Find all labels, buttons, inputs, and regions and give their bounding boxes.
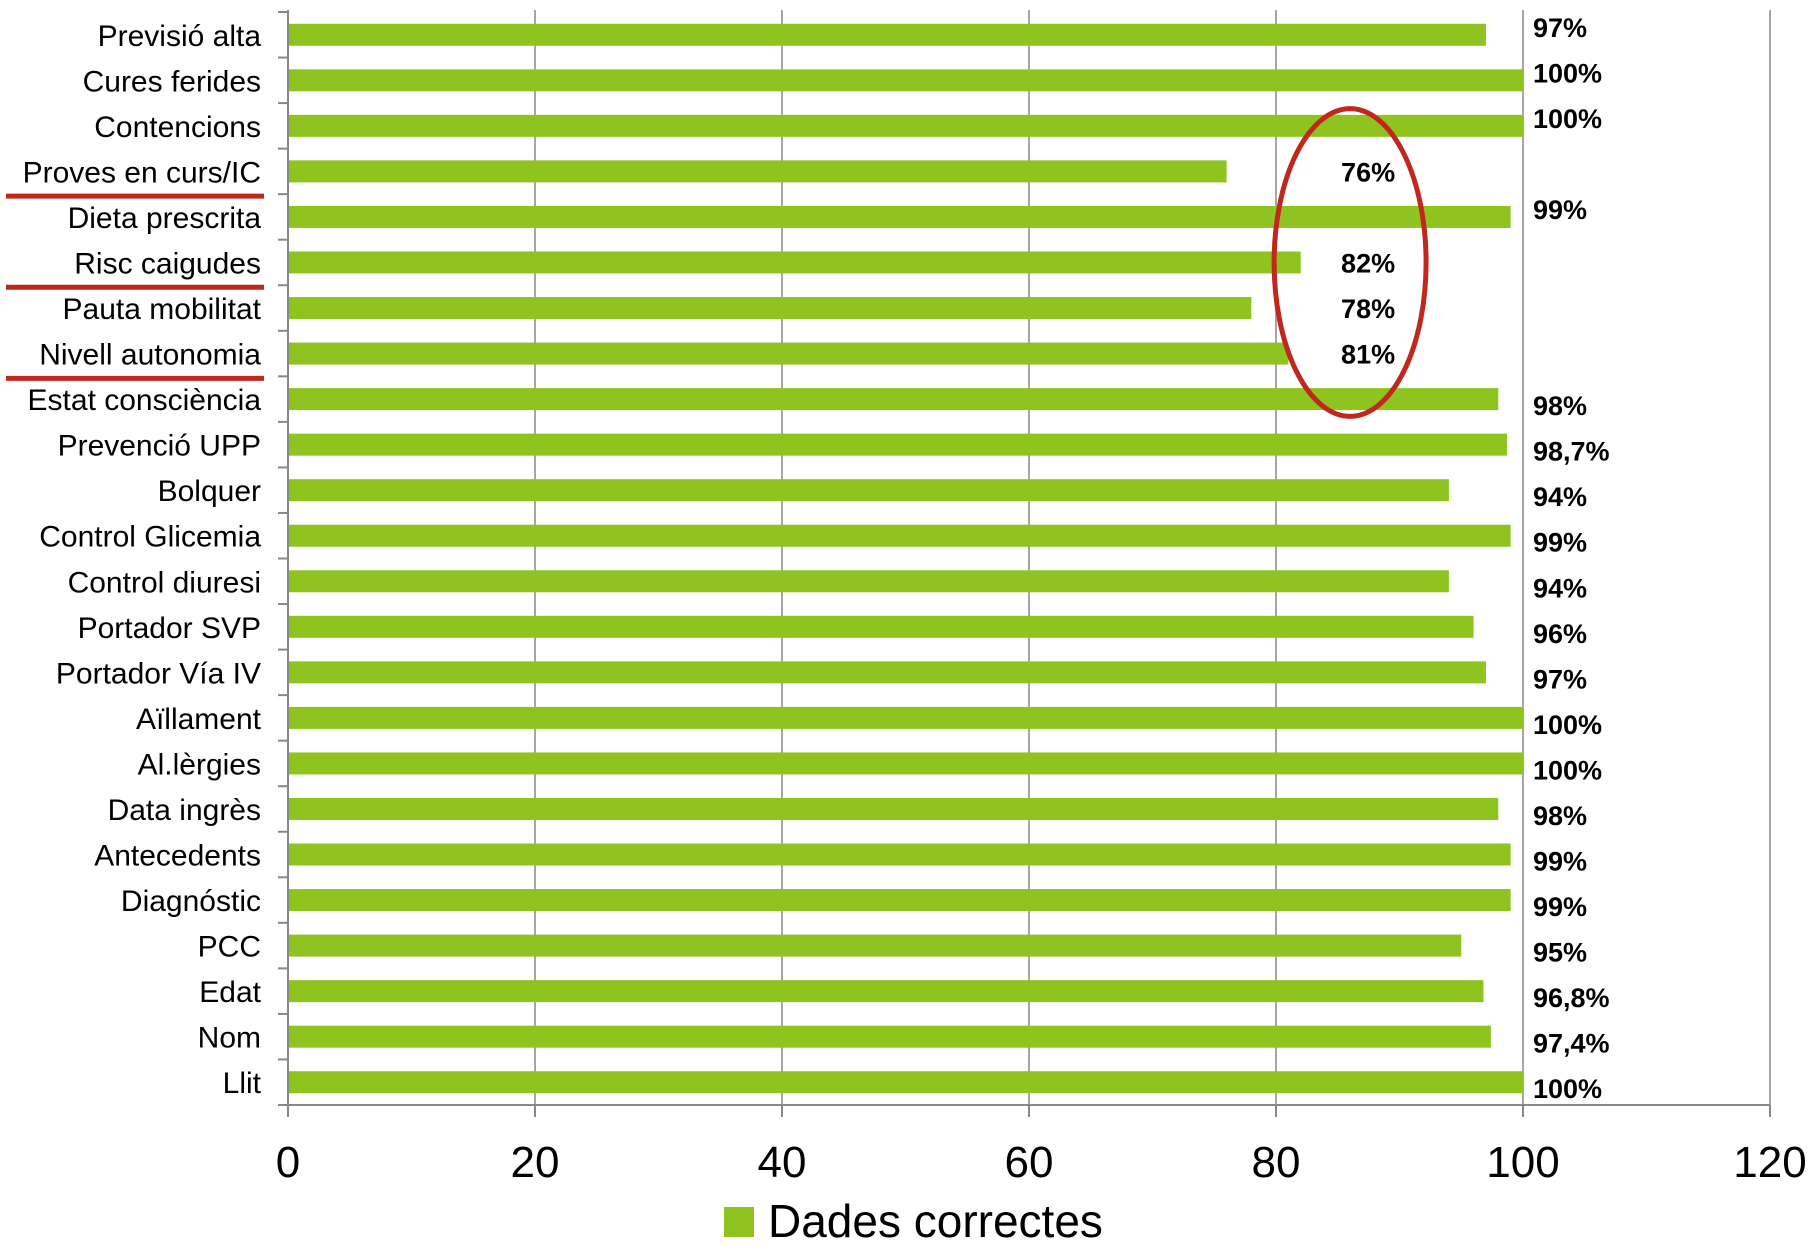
legend-label: Dades correctes — [768, 1195, 1103, 1247]
bar — [289, 570, 1449, 593]
value-label: 98,7% — [1533, 437, 1610, 467]
category-label: Nivell autonomia — [39, 339, 261, 372]
value-label: 97,4% — [1533, 1029, 1610, 1059]
value-labels: 97% 100% 100% 76% 99% 82% 78% 81% 98% 98,7% 94% 99%… — [1341, 13, 1610, 1104]
bar — [289, 706, 1523, 729]
value-label: 100% — [1533, 710, 1602, 740]
category-label: Pauta mobilitat — [63, 293, 262, 326]
highlight-ellipse — [1271, 106, 1429, 419]
x-tick-label: 100 — [1486, 1138, 1559, 1187]
value-label: 99% — [1533, 195, 1587, 225]
bar — [289, 342, 1289, 365]
category-label: Contencions — [94, 111, 261, 144]
category-label: Data ingrès — [108, 794, 261, 827]
bar — [289, 69, 1523, 92]
category-label: Cures ferides — [83, 65, 261, 98]
category-label: Estat consciència — [28, 384, 262, 417]
bar — [289, 1071, 1523, 1094]
value-label: 96% — [1533, 619, 1587, 649]
bar — [289, 934, 1462, 957]
bar — [289, 160, 1227, 183]
value-label: 94% — [1533, 482, 1587, 512]
value-label: 100% — [1533, 1074, 1602, 1104]
bar — [289, 433, 1507, 456]
category-label: Antecedents — [94, 840, 261, 873]
category-label: Llit — [223, 1067, 262, 1100]
category-labels: Previsió alta Cures ferides Contencions Pro… — [23, 20, 262, 1100]
value-label: 100% — [1533, 755, 1602, 785]
category-label: Bolquer — [158, 475, 261, 508]
bar — [289, 524, 1511, 547]
value-label: 99% — [1533, 528, 1587, 558]
x-tick-label: 40 — [758, 1138, 807, 1187]
category-label: Portador SVP — [78, 612, 261, 645]
bar — [289, 388, 1499, 411]
bars — [289, 23, 1523, 1094]
category-label: Prevenció UPP — [58, 430, 261, 463]
value-label: 97% — [1533, 13, 1587, 43]
category-label: Al.lèrgies — [138, 748, 261, 781]
x-tick-label: 120 — [1733, 1138, 1806, 1187]
bar — [289, 1025, 1491, 1048]
axes — [278, 10, 1771, 1117]
value-label: 82% — [1341, 248, 1395, 278]
category-label: Diagnóstic — [121, 885, 261, 918]
x-tick-label: 80 — [1252, 1138, 1301, 1187]
legend-swatch — [724, 1207, 754, 1237]
bar — [289, 479, 1449, 502]
x-tick-labels: 0 20 40 60 80 100 120 — [276, 1138, 1807, 1187]
value-label: 99% — [1533, 892, 1587, 922]
value-label: 94% — [1533, 573, 1587, 603]
category-label: Previsió alta — [98, 20, 262, 53]
bar — [289, 205, 1511, 228]
value-label: 99% — [1533, 847, 1587, 877]
value-label: 96,8% — [1533, 983, 1610, 1013]
category-label: Nom — [198, 1022, 261, 1055]
value-label: 81% — [1341, 340, 1395, 370]
category-label: Control Glicemia — [39, 521, 261, 554]
category-label: Control diuresi — [68, 566, 261, 599]
bar — [289, 661, 1486, 684]
bar — [289, 23, 1486, 46]
bar — [289, 797, 1499, 820]
bar — [289, 752, 1523, 775]
category-label: Proves en curs/IC — [23, 156, 261, 189]
bar — [289, 980, 1484, 1003]
category-label: Aïllament — [136, 703, 262, 736]
value-label: 100% — [1533, 58, 1602, 88]
category-label: Risc caigudes — [74, 247, 261, 280]
bar — [289, 251, 1301, 274]
value-label: 98% — [1533, 801, 1587, 831]
category-label: Dieta prescrita — [68, 202, 262, 235]
grid-lines — [534, 10, 1771, 1105]
bar — [289, 889, 1511, 912]
bar — [289, 615, 1474, 638]
legend: Dades correctes — [724, 1195, 1103, 1247]
category-label: Edat — [199, 976, 261, 1009]
category-label: PCC — [198, 931, 261, 964]
bar — [289, 843, 1511, 866]
value-label: 97% — [1533, 664, 1587, 694]
bar — [289, 114, 1523, 137]
category-label: Portador Vía IV — [56, 657, 261, 690]
value-label: 100% — [1533, 104, 1602, 134]
x-tick-label: 20 — [511, 1138, 560, 1187]
value-label: 78% — [1341, 294, 1395, 324]
bar — [289, 297, 1252, 320]
value-label: 76% — [1341, 157, 1395, 187]
annotations — [6, 106, 1429, 419]
value-label: 95% — [1533, 938, 1587, 968]
x-tick-label: 0 — [276, 1138, 300, 1187]
x-tick-label: 60 — [1005, 1138, 1054, 1187]
value-label: 98% — [1533, 391, 1587, 421]
